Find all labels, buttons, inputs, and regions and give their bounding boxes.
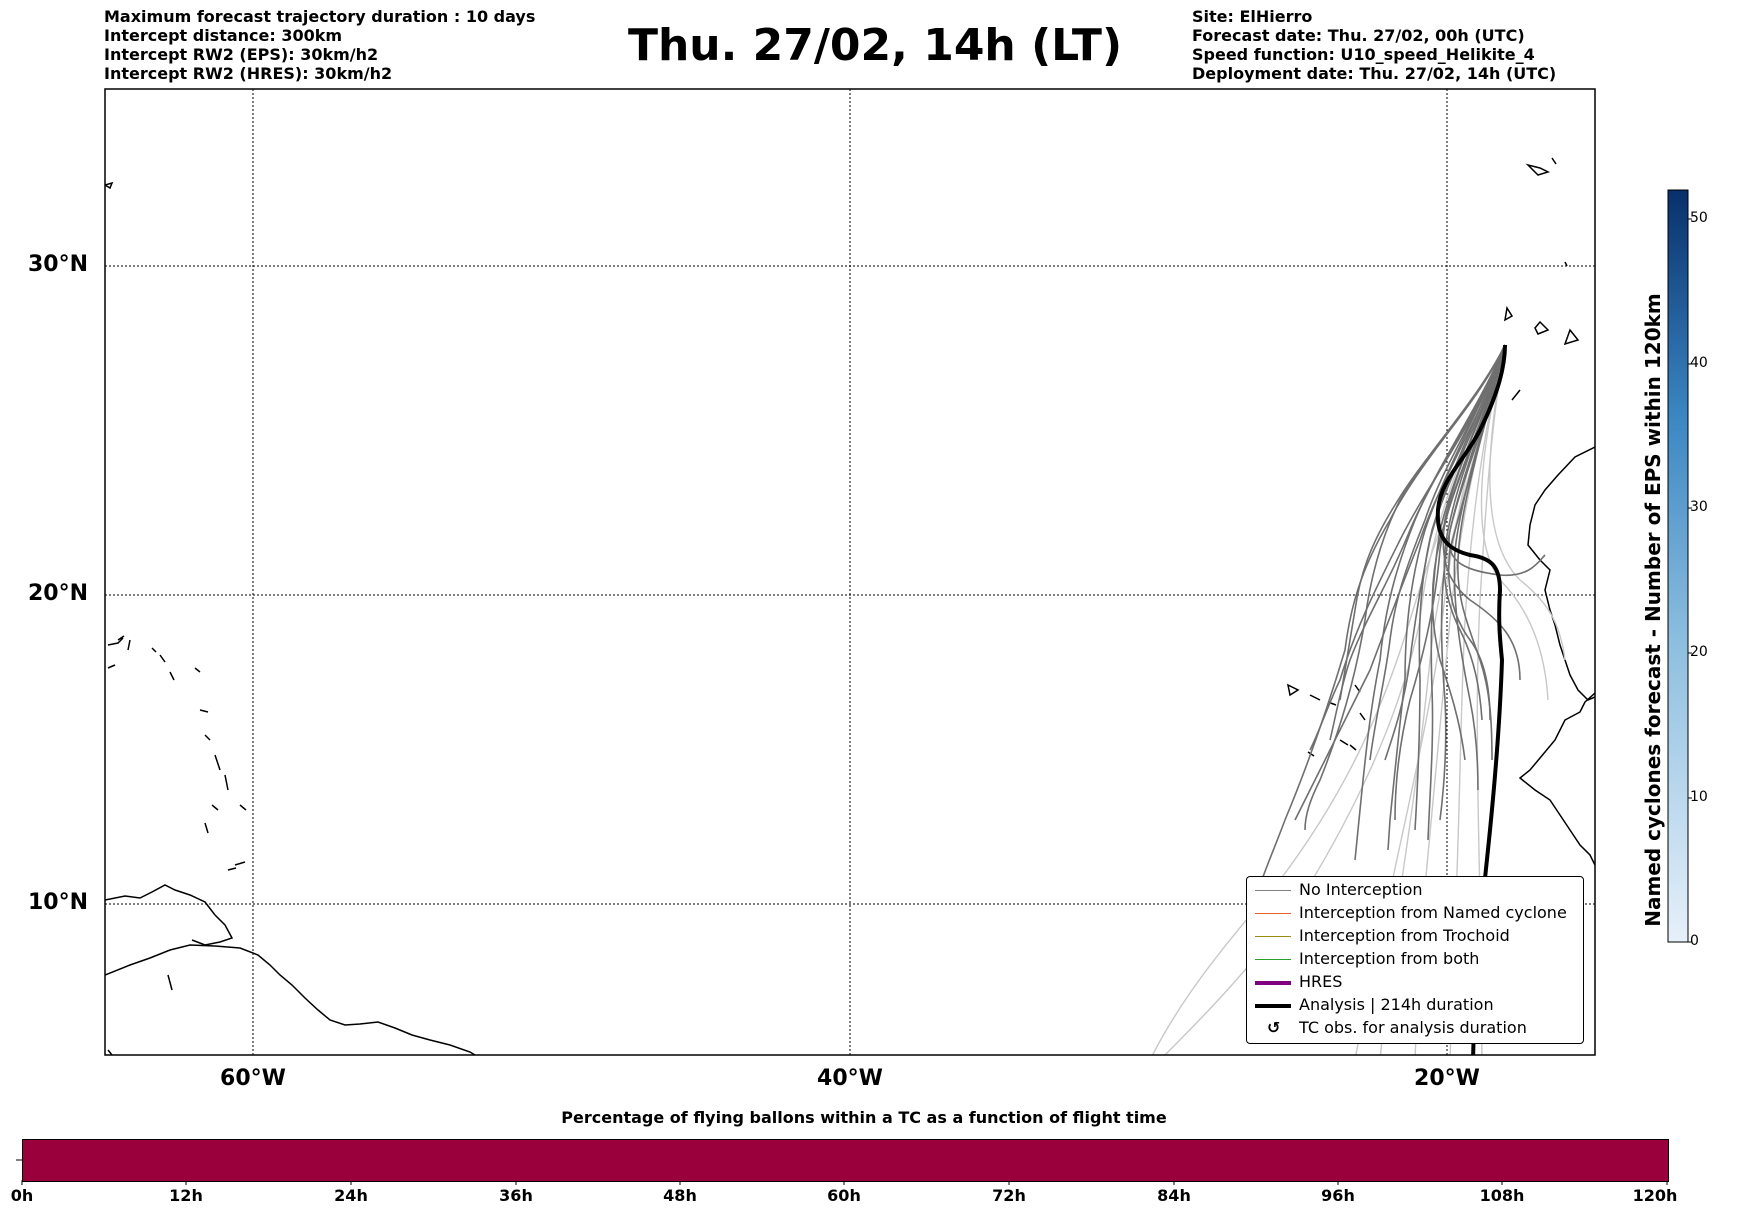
coast-south-america [105,944,477,1055]
header-right-info: Site: ElHierro Forecast date: Thu. 27/02… [1192,7,1556,83]
colorbar-tick: 30 [1690,499,1708,515]
coast-canary-islands [1497,305,1580,401]
trajectory [1442,344,1521,681]
eps-trajectories [1254,344,1546,906]
legend-label: HRES [1299,972,1343,991]
trajectory-light [1164,344,1506,1055]
trajectory [1387,344,1506,851]
speed-function-text: Speed function: U10_speed_Helikite_4 [1192,45,1535,64]
page-title: Thu. 27/02, 14h (LT) [627,20,1123,71]
colorbar-tick: 20 [1690,644,1708,660]
flight-time-tick: 60h [827,1186,861,1205]
trajectory-light [1489,344,1566,661]
trajectory [1414,344,1506,831]
header-left-info: Maximum forecast trajectory duration : 1… [104,7,535,83]
trajectory [1453,344,1506,791]
colorbar-tick: 10 [1690,789,1708,805]
legend-label: Interception from Trochoid [1299,926,1510,945]
coastlines [105,157,1595,1055]
legend-label: Interception from Named cyclone [1299,903,1567,922]
legend-label: Analysis | 214h duration [1299,995,1494,1014]
legend-label: Interception from both [1299,949,1480,968]
flight-time-tick: 120h [1632,1186,1678,1205]
colorbar-ticks [1688,218,1692,943]
colorbar-tick: 0 [1690,933,1699,949]
trajectory [1447,344,1506,721]
flight-time-tick: 108h [1479,1186,1525,1205]
map-frame [104,88,1596,1056]
colorbar-tick: 40 [1690,355,1708,371]
trajectory [1369,344,1506,761]
flight-time-tick: 36h [499,1186,533,1205]
trajectory-light [1476,344,1506,1055]
lat-label-10n: 10°N [27,890,88,915]
legend-item-named-cyclone: Interception from Named cyclone [1247,902,1583,924]
colorbar-tick: 50 [1690,210,1708,226]
legend-swatch [1255,936,1291,937]
legend: No Interception Interception from Named … [1246,876,1584,1044]
legend-swatch [1255,1004,1291,1008]
trajectory [1309,344,1506,751]
deployment-date-text: Deployment date: Thu. 27/02, 14h (UTC) [1192,64,1557,83]
forecast-date-text: Forecast date: Thu. 27/02, 00h (UTC) [1192,26,1525,45]
coast-west-africa [1518,446,1595,866]
lon-label-40w: 40°W [817,1066,883,1091]
max-duration-text: Maximum forecast trajectory duration : 1… [104,7,536,26]
lon-label-20w: 20°W [1414,1066,1480,1091]
legend-swatch [1255,981,1291,985]
trajectory [1294,344,1506,821]
lat-label-30n: 30°N [27,252,88,277]
flight-time-tick: 84h [1157,1186,1191,1205]
flight-time-tick: 48h [663,1186,697,1205]
legend-item-trochoid: Interception from Trochoid [1247,925,1583,947]
flight-time-tick: 12h [169,1186,203,1205]
colorbar [1667,189,1689,943]
legend-label: No Interception [1299,880,1423,899]
intercept-hres-text: Intercept RW2 (HRES): 30km/h2 [104,64,393,83]
analysis-trajectory [1435,344,1507,1055]
trajectory [1339,344,1506,701]
coast-venezuela [105,884,234,946]
legend-label: TC obs. for analysis duration [1299,1018,1527,1037]
legend-item-analysis: Analysis | 214h duration [1247,994,1583,1016]
flight-time-bar [22,1139,1669,1182]
trajectory [1304,344,1506,831]
coast-north-misc [105,181,114,190]
trajectory-light [1480,344,1549,701]
coast-madeira [1525,157,1568,267]
flight-time-tick: 96h [1321,1186,1355,1205]
flight-time-tick: 24h [334,1186,368,1205]
intercept-eps-text: Intercept RW2 (EPS): 30km/h2 [104,45,379,64]
trajectory [1384,344,1506,761]
legend-swatch [1255,890,1291,891]
coast-caribbean-islands [107,635,247,1055]
flight-time-tick: 72h [992,1186,1026,1205]
lon-label-60w: 60°W [220,1066,286,1091]
legend-item-tc-obs: ↺ TC obs. for analysis duration [1247,1017,1583,1039]
colorbar-label: Named cyclones forecast - Number of EPS … [1641,293,1665,927]
flight-time-tick: 0h [10,1186,34,1205]
legend-item-hres: HRES [1247,971,1583,993]
legend-swatch [1255,913,1291,914]
cyclone-icon: ↺ [1267,1018,1281,1037]
trajectory [1354,344,1506,861]
flight-time-bar-title: Percentage of flying ballons within a TC… [561,1108,1167,1127]
intercept-distance-text: Intercept distance: 300km [104,26,343,45]
legend-item-both: Interception from both [1247,948,1583,970]
trajectory-light [1449,344,1506,1055]
legend-item-no-interception: No Interception [1247,879,1583,901]
legend-swatch [1255,959,1291,960]
coast-cape-verde [1286,683,1366,757]
lat-label-20n: 20°N [27,581,88,606]
site-text: Site: ElHierro [1192,7,1313,26]
